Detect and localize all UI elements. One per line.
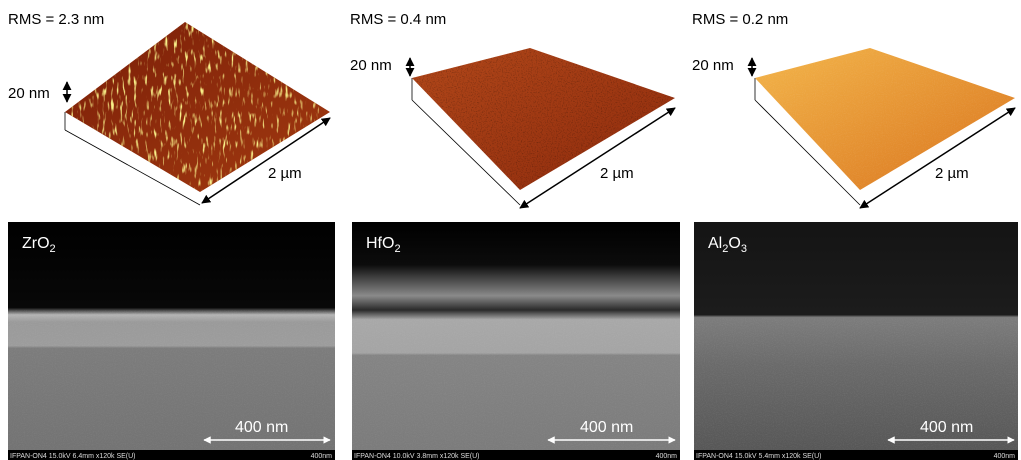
footer-scale: 400nm — [656, 453, 678, 460]
rms-label: RMS = 0.2 nm — [692, 11, 788, 28]
rms-label: RMS = 2.3 nm — [8, 11, 104, 28]
formula-part: ZrO — [22, 235, 50, 252]
footer-scale: 400nm — [311, 453, 333, 460]
height-label: 20 nm — [692, 57, 734, 74]
formula-subscript: 2 — [50, 243, 56, 255]
formula-subscript: 3 — [741, 243, 747, 255]
lateral-label: 2 µm — [268, 165, 302, 182]
footer-info: IFPAN-ON4 15.0kV 6.4mm x120k SE(U) — [10, 453, 136, 460]
formula-part: HfO — [366, 235, 394, 252]
footer-info: IFPAN-ON4 10.0kV 3.8mm x120k SE(U) — [354, 453, 480, 460]
sem-texture — [352, 318, 680, 460]
afm-panel: RMS = 0.2 nm 20 nm 2 µm — [692, 11, 1020, 208]
sem-panel: HfO2 400 nm IFPAN-ON4 10.0kV 3.8mm x120k… — [352, 222, 680, 460]
footer-scale: 400nm — [994, 453, 1016, 460]
formula-subscript: 2 — [394, 243, 400, 255]
formula-part: Al — [708, 235, 722, 252]
footer-info: IFPAN-ON4 15.0kV 5.4mm x120k SE(U) — [696, 453, 822, 460]
scale-bar-label: 400 nm — [580, 419, 633, 436]
lateral-label: 2 µm — [935, 165, 969, 182]
height-label: 20 nm — [8, 85, 50, 102]
scale-bar-label: 400 nm — [235, 419, 288, 436]
sem-panel: Al2O3 400 nm IFPAN-ON4 15.0kV 5.4mm x120… — [694, 222, 1018, 460]
formula-part: O — [728, 235, 740, 252]
afm-panel: RMS = 2.3 nm 20 nm 2 µm — [8, 11, 335, 205]
sem-texture — [694, 318, 1018, 460]
afm-texture — [750, 40, 1020, 195]
lateral-label: 2 µm — [600, 165, 634, 182]
rms-label: RMS = 0.4 nm — [350, 11, 446, 28]
figure: RMS = 2.3 nm 20 nm 2 µm RMS = 0.4 nm 20 … — [0, 0, 1021, 460]
afm-texture — [405, 40, 680, 195]
sem-texture — [8, 310, 335, 460]
sem-panel: ZrO2 400 nm IFPAN-ON4 15.0kV 6.4mm x120k… — [8, 222, 335, 460]
height-label: 20 nm — [350, 57, 392, 74]
afm-panel: RMS = 0.4 nm 20 nm 2 µm — [350, 11, 680, 208]
scale-bar-label: 400 nm — [920, 419, 973, 436]
